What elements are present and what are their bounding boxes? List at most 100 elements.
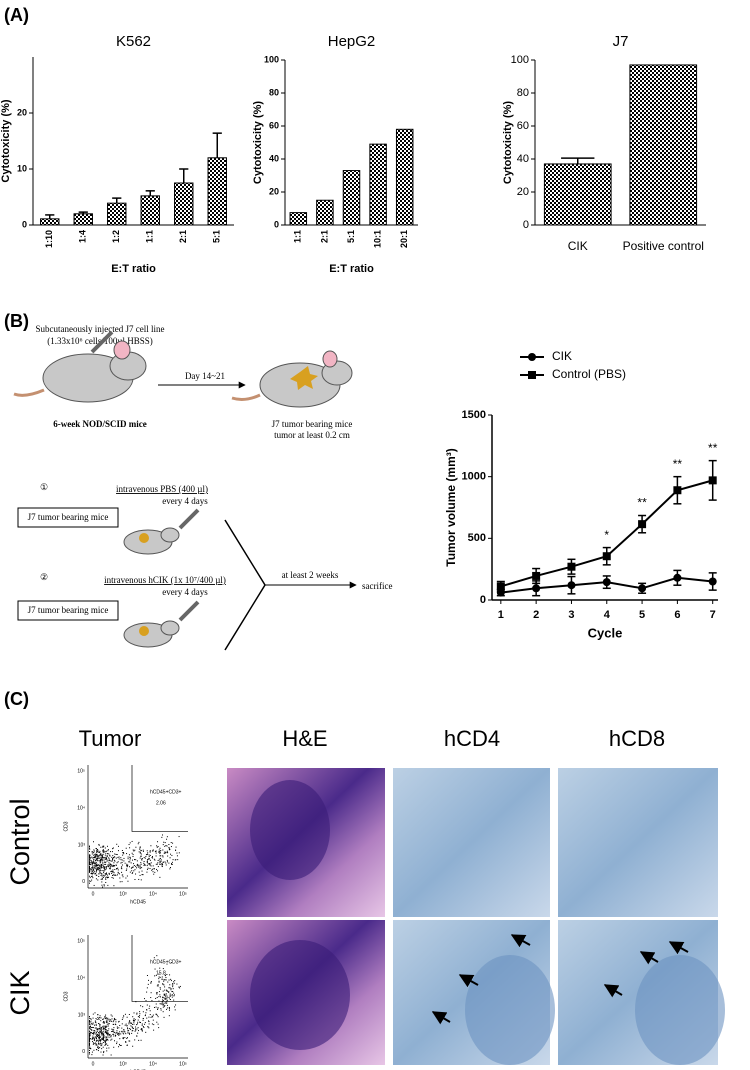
- event-dot: [102, 1018, 104, 1020]
- event-dot: [93, 1043, 95, 1045]
- event-dot: [157, 1007, 159, 1009]
- x-tick-label: 2:1: [178, 230, 188, 243]
- event-dot: [146, 859, 148, 861]
- event-dot: [132, 849, 134, 851]
- event-dot: [100, 867, 102, 869]
- event-dot: [108, 862, 110, 864]
- event-dot: [103, 1035, 105, 1037]
- event-dot: [157, 862, 159, 864]
- event-dot: [141, 1030, 143, 1032]
- event-dot: [89, 857, 90, 859]
- event-dot: [169, 857, 171, 859]
- event-dot: [152, 857, 154, 859]
- event-dot: [96, 1039, 98, 1041]
- event-dot: [104, 1031, 106, 1033]
- event-dot: [172, 859, 174, 861]
- event-dot: [104, 1027, 106, 1029]
- event-dot: [120, 867, 122, 869]
- event-dot: [101, 862, 103, 864]
- arrow: [458, 974, 479, 988]
- marker: [532, 584, 541, 593]
- event-dot: [124, 862, 126, 864]
- event-dot: [92, 1041, 94, 1043]
- event-dot: [158, 1000, 160, 1002]
- event-dot: [160, 849, 162, 851]
- event-dot: [102, 886, 104, 888]
- event-dot: [95, 856, 97, 858]
- event-dot: [98, 1018, 100, 1020]
- event-dot: [135, 859, 137, 861]
- event-dot: [93, 856, 95, 858]
- event-dot: [145, 855, 147, 857]
- event-dot: [174, 980, 176, 982]
- event-dot: [114, 860, 116, 862]
- event-dot: [116, 862, 118, 864]
- event-dot: [151, 1015, 153, 1017]
- event-dot: [93, 884, 95, 886]
- event-dot: [139, 857, 141, 859]
- event-dot: [173, 995, 175, 997]
- event-dot: [93, 1029, 95, 1031]
- marker: [567, 581, 576, 590]
- event-dot: [114, 874, 116, 876]
- event-dot: [106, 854, 108, 856]
- event-dot: [99, 1025, 101, 1027]
- event-dot: [95, 1018, 97, 1020]
- event-dot: [128, 854, 130, 856]
- event-dot: [136, 863, 138, 865]
- event-dot: [89, 867, 90, 869]
- event-dot: [131, 1026, 133, 1028]
- event-dot: [111, 866, 113, 868]
- event-dot: [143, 857, 145, 859]
- event-dot: [152, 865, 154, 867]
- event-dot: [125, 877, 127, 879]
- event-dot: [133, 863, 135, 865]
- event-dot: [105, 1025, 107, 1027]
- event-dot: [92, 872, 94, 874]
- event-dot: [102, 850, 104, 852]
- event-dot: [164, 975, 166, 977]
- event-dot: [145, 1031, 147, 1033]
- event-dot: [101, 1038, 103, 1040]
- event-dot: [131, 1030, 133, 1032]
- event-dot: [102, 1035, 104, 1037]
- event-dot: [96, 1035, 98, 1037]
- event-dot: [100, 1036, 102, 1038]
- marker: [496, 582, 505, 591]
- event-dot: [153, 868, 155, 870]
- bar: [395, 128, 414, 226]
- event-dot: [111, 870, 113, 872]
- event-dot: [138, 1016, 140, 1018]
- flow-plot: hCD45+CD3+ 2.06 0 0 10³ 10³ 10⁴ 10⁴ 10⁵ 10⁵ hCD45 C…: [63, 765, 188, 905]
- event-dot: [108, 1034, 110, 1036]
- event-dot: [150, 845, 152, 847]
- event-dot: [118, 858, 120, 860]
- event-dot: [105, 878, 107, 880]
- event-dot: [89, 1050, 90, 1052]
- event-dot: [102, 846, 104, 848]
- event-dot: [104, 1044, 106, 1046]
- event-dot: [169, 984, 171, 986]
- event-dot: [172, 983, 174, 985]
- event-dot: [126, 1038, 128, 1040]
- event-dot: [89, 863, 90, 865]
- marker: [528, 353, 536, 361]
- event-dot: [100, 1051, 102, 1053]
- event-dot: [99, 866, 101, 868]
- event-dot: [89, 1041, 91, 1043]
- event-dot: [101, 878, 103, 880]
- event-dot: [89, 1044, 90, 1046]
- event-dot: [137, 864, 139, 866]
- event-dot: [157, 1016, 159, 1018]
- event-dot: [144, 1023, 146, 1025]
- event-dot: [122, 876, 124, 878]
- gate-label: hCD45+CD3+: [150, 959, 181, 965]
- column-header: Tumor: [79, 726, 142, 751]
- event-dot: [93, 865, 95, 867]
- event-dot: [179, 985, 181, 987]
- event-dot: [112, 871, 114, 873]
- event-dot: [147, 867, 149, 869]
- y-tick-label: 80: [269, 87, 279, 97]
- event-dot: [92, 1033, 94, 1035]
- event-dot: [100, 1045, 102, 1047]
